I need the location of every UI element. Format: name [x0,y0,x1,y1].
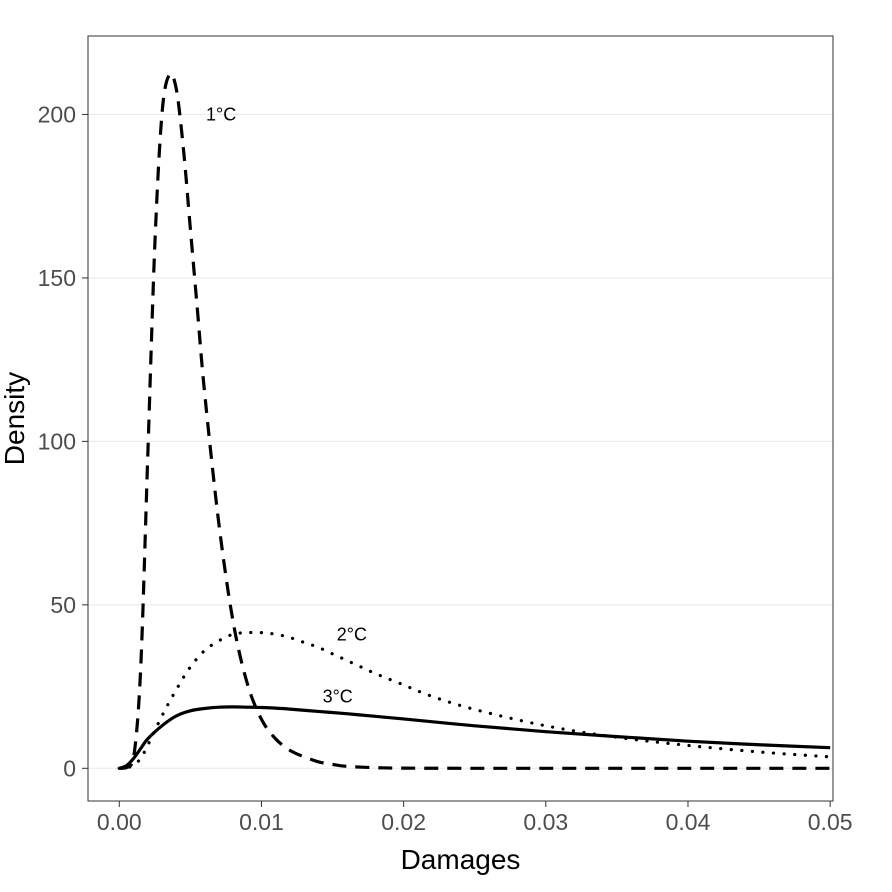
series-label-dotted: 2°C [337,624,367,644]
x-axis-title: Damages [401,844,521,875]
y-tick-label: 100 [38,428,76,454]
x-tick-label: 0.04 [666,809,711,835]
series-line-dotted [117,630,832,770]
series-label-solid: 3°C [323,686,353,706]
series-labels: 1°C 2°C 3°C [206,104,367,706]
y-axis-ticks: 0 50 100 150 200 [38,101,88,781]
x-tick-label: 0.01 [239,809,284,835]
y-axis-title: Density [0,372,30,465]
x-tick-label: 0.00 [97,809,142,835]
x-tick-label: 0.02 [381,809,426,835]
series-label-dashed: 1°C [206,104,236,124]
x-tick-label: 0.03 [523,809,568,835]
x-tick-label: 0.05 [808,809,853,835]
series-lines [117,72,832,770]
plot-panel [87,35,834,802]
y-tick-label: 200 [38,101,76,127]
grid-lines [88,113,833,769]
series-line-dashed [119,72,831,770]
x-axis-ticks: 0.00 0.01 0.02 0.03 0.04 0.05 [97,801,853,835]
y-tick-label: 0 [63,755,76,781]
series-line-solid [118,705,831,770]
y-tick-label: 150 [38,265,76,291]
y-tick-label: 50 [50,592,76,618]
